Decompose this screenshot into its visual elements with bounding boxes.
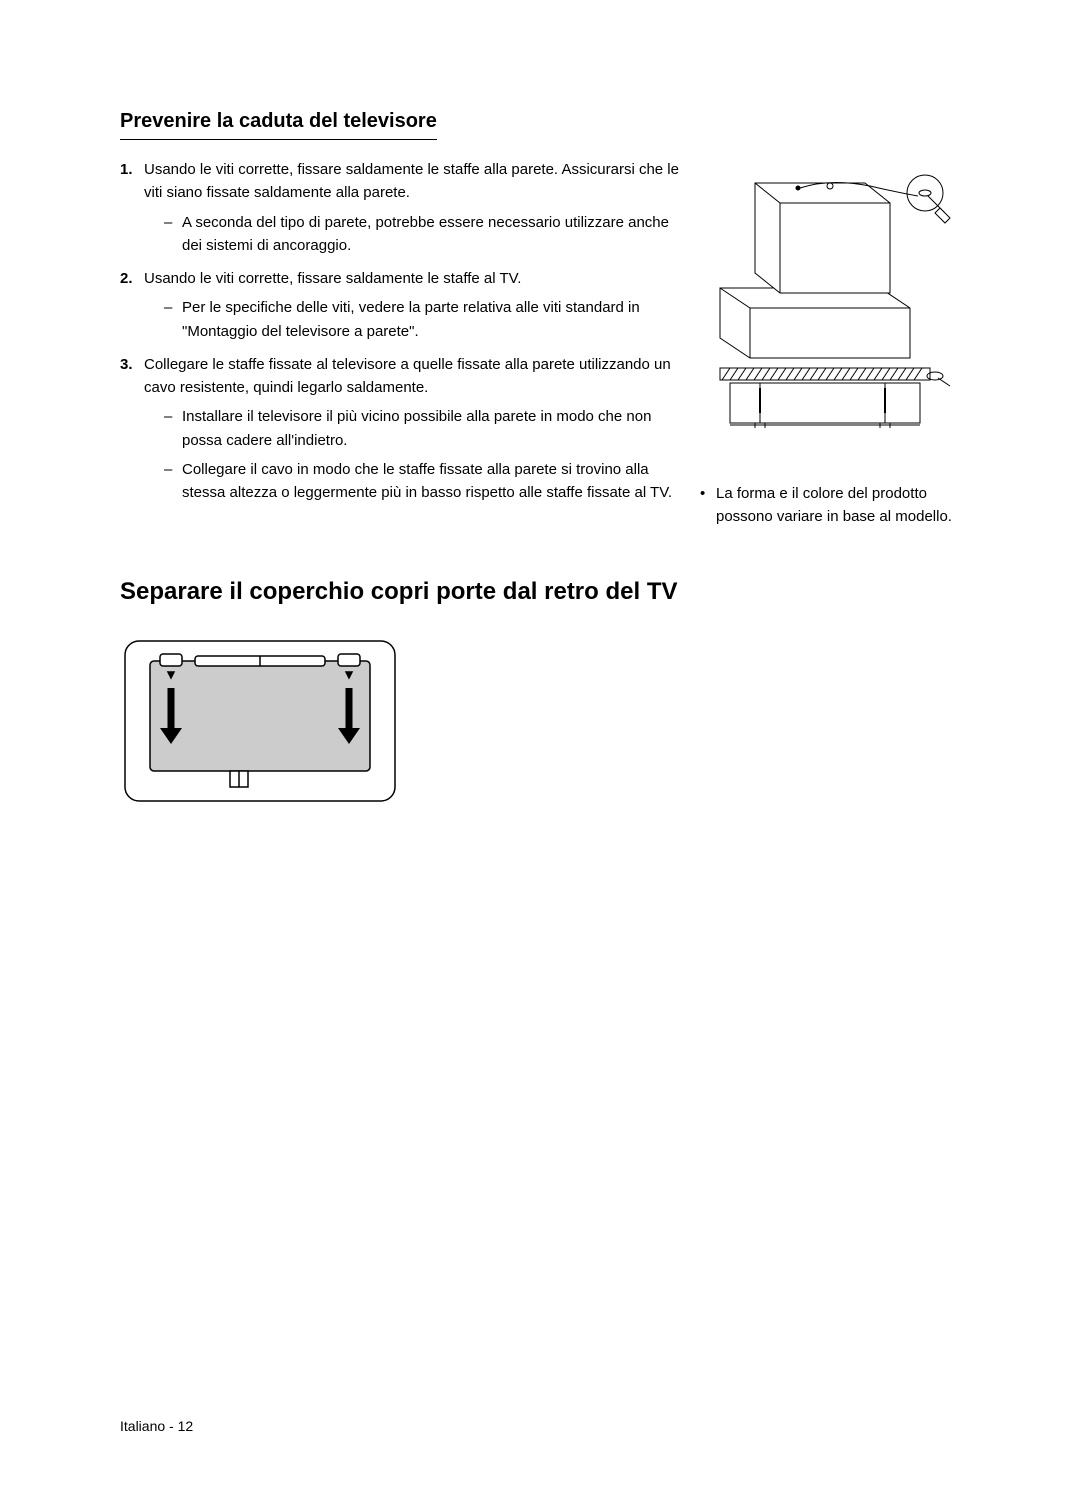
figure-note: La forma e il colore del prodotto posson… bbox=[700, 483, 960, 528]
step-3: 3. Collegare le staffe fissate al televi… bbox=[120, 353, 680, 505]
step-3-sub-1: Installare il televisore il più vicino p… bbox=[164, 405, 680, 452]
step-1-sub-1: A seconda del tipo di parete, potrebbe e… bbox=[164, 211, 680, 258]
step-2-sub-1: Per le specifiche delle viti, vedere la … bbox=[164, 296, 680, 343]
tv-anchor-figure bbox=[700, 158, 960, 428]
section-heading-container: Prevenire la caduta del televisore bbox=[120, 110, 960, 158]
heading-prevenire: Prevenire la caduta del televisore bbox=[120, 110, 437, 140]
step-3-text: Collegare le staffe fissate al televisor… bbox=[144, 356, 671, 396]
heading-separare: Separare il coperchio copri porte dal re… bbox=[120, 578, 960, 606]
step-1-text: Usando le viti corrette, fissare saldame… bbox=[144, 161, 679, 201]
steps-list: 1. Usando le viti corrette, fissare sald… bbox=[120, 158, 680, 504]
content-row: 1. Usando le viti corrette, fissare sald… bbox=[120, 158, 960, 528]
step-1-number: 1. bbox=[120, 158, 133, 181]
step-2: 2. Usando le viti corrette, fissare sald… bbox=[120, 267, 680, 343]
step-2-number: 2. bbox=[120, 267, 133, 290]
step-3-number: 3. bbox=[120, 353, 133, 376]
step-1-sublist: A seconda del tipo di parete, potrebbe e… bbox=[144, 211, 680, 258]
text-column: 1. Usando le viti corrette, fissare sald… bbox=[120, 158, 680, 528]
figure-column: La forma e il colore del prodotto posson… bbox=[700, 158, 960, 528]
step-1: 1. Usando le viti corrette, fissare sald… bbox=[120, 158, 680, 257]
step-3-sub-2: Collegare il cavo in modo che le staffe … bbox=[164, 458, 680, 505]
page-footer: Italiano - 12 bbox=[120, 1418, 193, 1434]
cover-removal-figure bbox=[120, 636, 400, 806]
step-2-text: Usando le viti corrette, fissare saldame… bbox=[144, 270, 521, 287]
step-2-sublist: Per le specifiche delle viti, vedere la … bbox=[144, 296, 680, 343]
step-3-sublist: Installare il televisore il più vicino p… bbox=[144, 405, 680, 504]
